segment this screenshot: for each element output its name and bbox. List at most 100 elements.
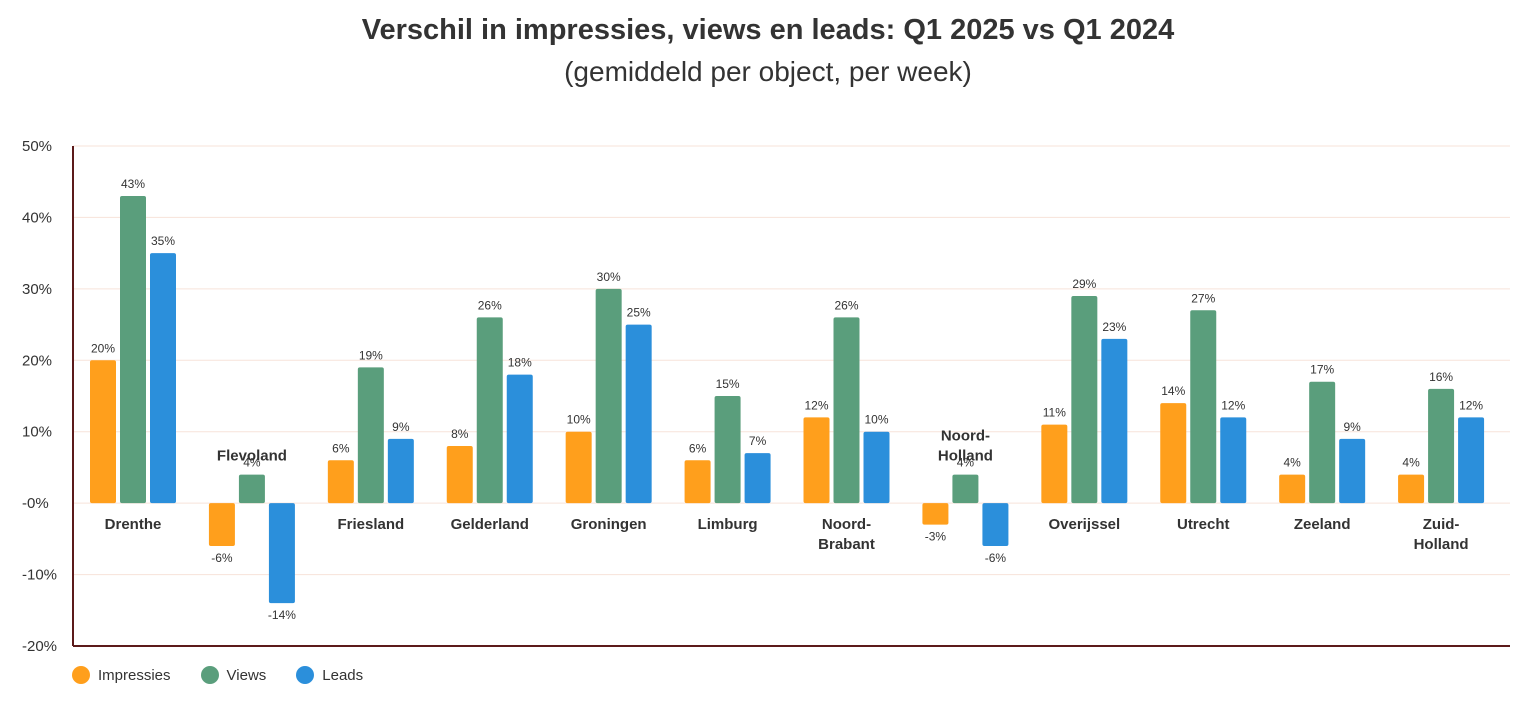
bar-leads bbox=[150, 253, 176, 504]
legend-swatch-leads bbox=[296, 666, 315, 684]
legend-label-views: Views bbox=[226, 666, 267, 684]
data-label: 7% bbox=[749, 434, 767, 448]
data-label: 12% bbox=[1459, 398, 1483, 412]
bar-impressies bbox=[565, 431, 592, 504]
data-label: 15% bbox=[716, 377, 740, 391]
legend-swatch-views bbox=[200, 666, 219, 684]
bar-views bbox=[476, 317, 503, 504]
bar-views bbox=[1190, 310, 1217, 504]
bar-leads bbox=[863, 431, 890, 504]
bar-leads bbox=[625, 324, 652, 504]
y-tick-label: 40% bbox=[22, 209, 52, 226]
data-label: 10% bbox=[864, 413, 888, 427]
legend-label-impressies: Impressies bbox=[98, 666, 171, 684]
data-label: 18% bbox=[508, 356, 532, 370]
data-label: 26% bbox=[834, 298, 858, 312]
bar-impressies bbox=[1160, 403, 1187, 504]
category-label: Overijssel bbox=[1048, 516, 1120, 533]
y-tick-label: 50% bbox=[22, 138, 52, 155]
legend-item-leads[interactable]: Leads bbox=[296, 666, 363, 684]
legend-item-views[interactable]: Views bbox=[200, 666, 267, 684]
category-label: Limburg bbox=[698, 516, 758, 533]
y-tick-label: -10% bbox=[22, 567, 57, 584]
y-tick-label: -0% bbox=[22, 495, 49, 512]
bar-impressies bbox=[327, 460, 354, 504]
bar-leads bbox=[506, 374, 533, 504]
data-label: 12% bbox=[1221, 398, 1245, 412]
data-label: 30% bbox=[597, 270, 621, 284]
data-label: 16% bbox=[1429, 370, 1453, 384]
legend-swatch-impressies bbox=[72, 666, 90, 684]
bar-impressies bbox=[803, 417, 830, 504]
data-label: 10% bbox=[567, 413, 591, 427]
bar-views bbox=[120, 196, 146, 504]
bar-leads bbox=[1101, 338, 1128, 504]
data-label: 8% bbox=[451, 427, 469, 441]
data-label: 4% bbox=[957, 456, 975, 470]
category-label: Friesland bbox=[337, 516, 404, 533]
category-label: Brabant bbox=[818, 536, 875, 553]
data-label: 26% bbox=[478, 298, 502, 312]
chart-title: Verschil in impressies, views en leads: … bbox=[361, 14, 1175, 46]
data-label: 4% bbox=[243, 456, 261, 470]
category-label: Utrecht bbox=[1177, 516, 1230, 533]
data-label: 12% bbox=[804, 398, 828, 412]
bar-views bbox=[238, 474, 265, 504]
category-label: Holland bbox=[938, 448, 993, 465]
category-label: Holland bbox=[1414, 536, 1469, 553]
bar-impressies bbox=[208, 503, 235, 546]
data-label: 35% bbox=[151, 234, 175, 248]
category-label: Zeeland bbox=[1294, 516, 1351, 533]
bar-impressies bbox=[90, 360, 116, 504]
data-label: -3% bbox=[925, 530, 947, 544]
data-label: 27% bbox=[1191, 291, 1215, 305]
data-label: 43% bbox=[121, 177, 145, 191]
category-label: Drenthe bbox=[105, 516, 162, 533]
bar-views bbox=[952, 474, 979, 504]
y-tick-label: -20% bbox=[22, 638, 57, 655]
data-label: 6% bbox=[332, 441, 350, 455]
bar-leads bbox=[1220, 417, 1247, 504]
bar-views bbox=[1428, 388, 1455, 504]
data-label: 17% bbox=[1310, 363, 1334, 377]
bar-leads bbox=[1458, 417, 1485, 504]
data-label: 19% bbox=[359, 348, 383, 362]
bar-leads bbox=[1339, 438, 1366, 504]
category-label: Flevoland bbox=[217, 448, 287, 465]
data-label: 23% bbox=[1102, 320, 1126, 334]
data-label: 4% bbox=[1402, 456, 1420, 470]
data-label: 25% bbox=[627, 306, 651, 320]
bar-impressies bbox=[684, 460, 711, 504]
bar-impressies bbox=[1279, 474, 1306, 504]
legend-item-impressies[interactable]: Impressies bbox=[72, 666, 171, 684]
bar-impressies bbox=[446, 446, 473, 504]
y-tick-label: 10% bbox=[22, 424, 52, 441]
category-label: Noord- bbox=[822, 516, 871, 533]
bar-impressies bbox=[1041, 424, 1068, 504]
data-label: -14% bbox=[268, 608, 296, 622]
category-label: Gelderland bbox=[451, 516, 529, 533]
y-tick-label: 30% bbox=[22, 281, 52, 298]
chart-subtitle: (gemiddeld per object, per week) bbox=[564, 56, 972, 87]
bar-leads bbox=[387, 438, 414, 504]
data-label: 6% bbox=[689, 441, 707, 455]
data-label: 14% bbox=[1161, 384, 1185, 398]
data-label: 4% bbox=[1283, 456, 1301, 470]
bar-views bbox=[1309, 381, 1336, 504]
bar-views bbox=[714, 396, 741, 504]
category-label: Groningen bbox=[571, 516, 647, 533]
bar-views bbox=[833, 317, 860, 504]
bar-leads bbox=[982, 503, 1009, 546]
legend-label-leads: Leads bbox=[322, 666, 364, 684]
category-label: Noord- bbox=[941, 428, 990, 445]
category-label: Zuid- bbox=[1423, 516, 1460, 533]
data-label: 11% bbox=[1043, 406, 1066, 420]
bar-views bbox=[1071, 296, 1098, 504]
data-label: 9% bbox=[392, 420, 410, 434]
bar-leads bbox=[268, 503, 295, 604]
data-label: -6% bbox=[985, 551, 1007, 565]
data-label: 9% bbox=[1343, 420, 1361, 434]
data-label: 20% bbox=[91, 341, 115, 355]
legend: Impressies Views Leads bbox=[72, 666, 363, 684]
